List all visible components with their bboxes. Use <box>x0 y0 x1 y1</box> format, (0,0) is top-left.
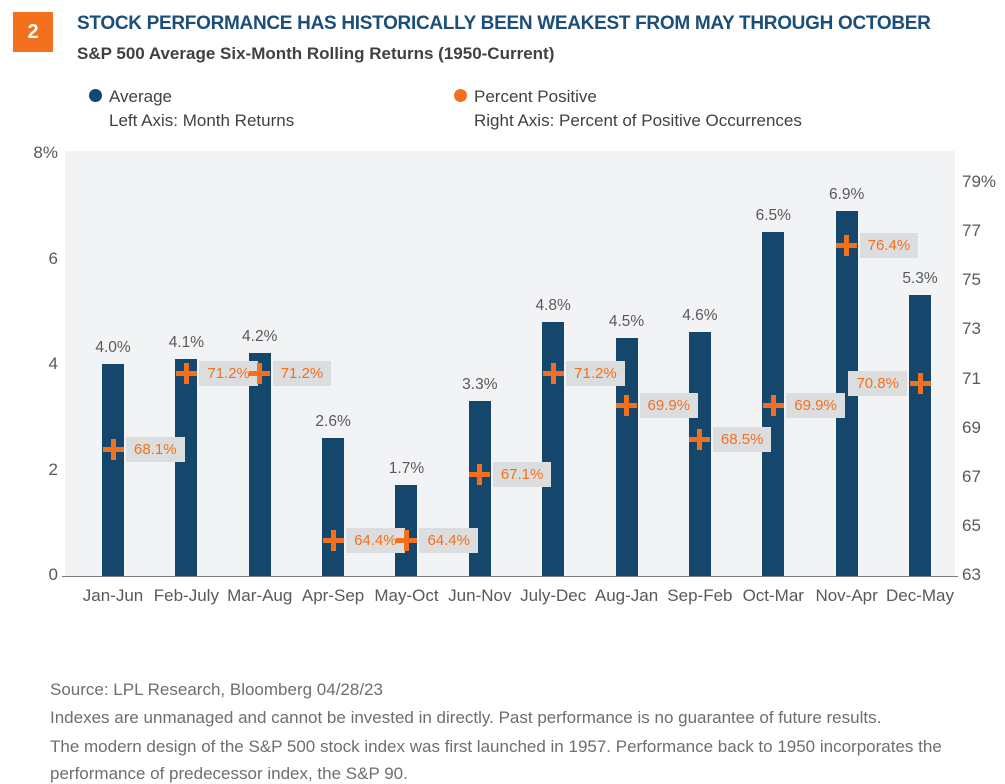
bar-value-label: 4.8% <box>535 296 571 314</box>
bar <box>615 337 638 576</box>
left-axis-tick: 4 <box>48 354 58 373</box>
right-axis-tick: 69 <box>962 417 981 437</box>
right-axis-tick: 65 <box>962 515 981 535</box>
x-axis-label: Feb-July <box>153 586 219 605</box>
marker-label-chip: 76.4% <box>859 233 919 259</box>
legend-label-percent-positive: Percent Positive <box>474 87 597 106</box>
legend-sublabel-percent-positive: Right Axis: Percent of Positive Occurren… <box>474 111 802 130</box>
x-axis-label: Oct-Mar <box>742 586 804 605</box>
bar-value-label: 4.6% <box>682 307 718 325</box>
marker-label-chip: 67.1% <box>492 461 552 487</box>
x-axis-label: Jan-Jun <box>82 586 144 605</box>
footnotes: Source: LPL Research, Bloomberg 04/28/23… <box>50 676 960 784</box>
chart-title: STOCK PERFORMANCE HAS HISTORICALLY BEEN … <box>77 13 931 34</box>
right-axis-tick: 73 <box>962 319 981 339</box>
bar-value-label: 4.0% <box>95 339 131 356</box>
percent-positive-marker-icon <box>102 439 124 461</box>
bar <box>542 321 565 576</box>
percent-positive-marker-icon <box>909 372 931 394</box>
percent-positive-marker-icon <box>616 395 638 417</box>
marker-label-chip: 69.9% <box>786 393 845 419</box>
left-axis-tick: 8% <box>33 143 58 162</box>
figure-number-badge: 2 <box>13 12 53 52</box>
marker-label-chip: 71.2% <box>272 361 332 387</box>
marker-label-chip: 71.2% <box>199 361 258 387</box>
bar <box>175 358 198 576</box>
disclaimer-line: Indexes are unmanaged and cannot be inve… <box>50 708 882 727</box>
bar-value-label: 5.3% <box>902 270 938 288</box>
right-axis-tick: 75 <box>962 270 981 290</box>
percent-positive-legend-dot-icon <box>454 89 467 102</box>
x-axis-label: Sep-Feb <box>667 586 733 605</box>
x-axis-label: Nov-Apr <box>815 586 878 605</box>
x-axis-label: Mar-Aug <box>227 586 293 605</box>
legend-label-average: Average <box>109 87 173 106</box>
bar <box>835 211 858 576</box>
marker-label-chip: 68.5% <box>712 427 772 453</box>
bar <box>248 353 271 576</box>
average-legend-dot-icon <box>89 89 102 102</box>
legend-item-percent-positive: Percent Positive Right Axis: Percent of … <box>454 85 802 133</box>
legend-sublabel-average: Left Axis: Month Returns <box>109 111 295 130</box>
disclaimer-paragraph: The modern design of the S&P 500 stock i… <box>50 737 942 783</box>
right-axis-tick: 77 <box>962 221 981 241</box>
right-axis-tick: 67 <box>962 466 981 486</box>
right-axis-tick: 79% <box>962 172 997 191</box>
x-axis-label: Aug-Jan <box>594 586 659 605</box>
x-axis-label: May-Oct <box>374 586 439 605</box>
chart-subtitle: S&P 500 Average Six-Month Rolling Return… <box>77 44 555 63</box>
bar-value-label: 3.3% <box>462 375 498 393</box>
left-axis-tick: 6 <box>48 248 58 268</box>
bar-value-label: 4.1% <box>168 333 205 351</box>
x-axis-line <box>62 575 958 577</box>
percent-positive-marker-icon <box>469 463 491 485</box>
bar <box>102 364 124 576</box>
percent-positive-marker-icon <box>395 530 417 552</box>
bar-value-label: 6.5% <box>755 207 791 225</box>
x-axis-label: Apr-Sep <box>301 586 365 605</box>
bar <box>322 437 345 576</box>
left-axis-tick: 2 <box>48 459 58 479</box>
percent-positive-marker-icon <box>322 530 344 552</box>
percent-positive-marker-icon <box>175 363 197 385</box>
marker-label-chip: 68.1% <box>126 437 185 463</box>
bar <box>909 295 931 576</box>
percent-positive-marker-icon <box>762 395 784 417</box>
bar-value-label: 4.5% <box>608 312 645 330</box>
marker-label-chip: 64.4% <box>419 528 478 554</box>
legend-item-average: Average Left Axis: Month Returns <box>89 85 294 133</box>
bar <box>688 332 711 576</box>
marker-label-chip: 64.4% <box>346 528 405 554</box>
x-axis-label: Jun-Nov <box>448 586 512 605</box>
left-axis-tick: 0 <box>48 565 58 584</box>
percent-positive-marker-icon <box>836 235 858 257</box>
source-line: Source: LPL Research, Bloomberg 04/28/23 <box>50 680 383 699</box>
bar-value-label: 2.6% <box>315 412 351 430</box>
chart-area: 8% 6 4 2 0 79% 77 75 73 71 69 67 65 63 4.0% 4.1% 4.2% 2.6… <box>33 143 997 605</box>
x-axis-label: Dec-May <box>885 586 954 605</box>
percent-positive-marker-icon <box>689 429 711 451</box>
percent-positive-marker-icon <box>542 363 564 385</box>
bar-value-label: 4.2% <box>242 328 278 346</box>
right-axis-tick: 71 <box>962 368 981 388</box>
marker-label-chip: 69.9% <box>639 393 699 419</box>
marker-label-chip: 70.8% <box>848 370 907 396</box>
bar-value-label: 1.7% <box>388 460 425 478</box>
marker-label-chip: 71.2% <box>566 361 625 387</box>
bar-value-label: 6.9% <box>828 186 865 204</box>
x-axis-label: July-Dec <box>520 586 587 605</box>
right-axis-tick: 63 <box>962 565 981 584</box>
percent-positive-marker-icon <box>249 363 271 385</box>
